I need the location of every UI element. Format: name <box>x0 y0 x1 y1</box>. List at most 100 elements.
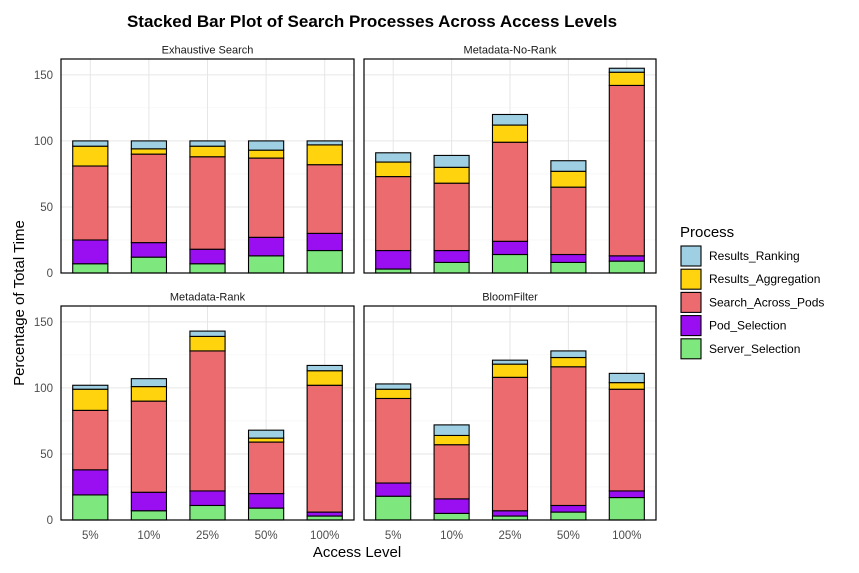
bar-results-ranking-5 <box>375 152 412 163</box>
legend-label-search-across-pods: Search_Across_Pods <box>709 295 824 309</box>
legend-key-results-aggregation <box>680 268 702 290</box>
bar-server-selection-5 <box>72 263 109 274</box>
chart-title: Stacked Bar Plot of Search Processes Acr… <box>127 12 617 31</box>
bar-search-across-pods-5 <box>72 165 109 241</box>
x-tick-label: 100% <box>310 530 339 542</box>
bar-results-aggregation-5 <box>72 145 109 167</box>
facet-label: Metadata-Rank <box>170 292 246 304</box>
bar-results-ranking-25 <box>189 330 226 337</box>
bar-server-selection-50 <box>247 507 285 521</box>
panel-metadata-rank: Metadata-Rank 0 50 100 150 5% 10% 25% 50% 100% <box>34 292 355 542</box>
facet-label: Metadata-No-Rank <box>464 45 557 57</box>
legend-key-pod-selection <box>680 315 702 337</box>
x-tick-label: 5% <box>385 530 402 542</box>
bar-search-across-pods-100 <box>608 84 645 257</box>
y-tick-label: 0 <box>47 268 53 280</box>
bar-server-selection-25 <box>189 504 226 521</box>
bar-results-ranking-50 <box>247 140 285 151</box>
bar-results-aggregation-25 <box>189 145 226 158</box>
facet-panels: Exhaustive Search 0 50 100 150 Metadata-No-Ra… <box>34 45 657 542</box>
bar-results-aggregation-50 <box>550 170 587 188</box>
panel-border <box>60 58 355 274</box>
bar-search-across-pods-10 <box>433 444 470 500</box>
bar-pod-selection-50 <box>247 236 285 257</box>
bar-search-across-pods-10 <box>433 182 470 252</box>
bar-results-aggregation-5 <box>375 388 412 400</box>
bar-search-across-pods-25 <box>491 141 529 242</box>
bar-results-ranking-10 <box>130 378 168 388</box>
bar-pod-selection-5 <box>375 249 412 270</box>
bar-pod-selection-50 <box>550 504 587 513</box>
bar-results-aggregation-100 <box>306 370 343 386</box>
bar-results-ranking-5 <box>72 384 109 390</box>
bar-server-selection-10 <box>130 510 168 521</box>
bar-results-aggregation-10 <box>433 434 470 446</box>
bar-results-aggregation-25 <box>189 335 226 352</box>
legend-label-results-ranking: Results_Ranking <box>709 249 800 263</box>
bar-pod-selection-100 <box>608 255 645 262</box>
x-tick-label: 5% <box>82 530 99 542</box>
y-tick-label: 50 <box>40 449 53 461</box>
bar-results-aggregation-5 <box>375 161 412 178</box>
bar-server-selection-10 <box>130 256 168 274</box>
bar-pod-selection-10 <box>130 242 168 258</box>
bar-server-selection-100 <box>608 496 645 521</box>
bar-server-selection-50 <box>247 255 285 274</box>
panel-bloomfilter: BloomFilter 5% 10% 25% 50% 100% <box>363 292 657 542</box>
bar-server-selection-50 <box>550 511 587 521</box>
bar-search-across-pods-10 <box>130 153 168 244</box>
bar-results-aggregation-50 <box>550 356 587 368</box>
x-tick-label: 50% <box>557 530 580 542</box>
bar-results-aggregation-100 <box>306 144 343 166</box>
bar-results-ranking-5 <box>72 140 109 147</box>
bar-search-across-pods-10 <box>130 400 168 493</box>
x-tick-label: 25% <box>498 530 521 542</box>
bar-pod-selection-5 <box>72 239 109 265</box>
x-tick-label: 100% <box>612 530 641 542</box>
bar-pod-selection-50 <box>247 493 285 509</box>
bar-search-across-pods-50 <box>247 157 285 238</box>
bar-results-aggregation-50 <box>247 437 285 443</box>
y-tick-label: 150 <box>34 70 53 82</box>
facet-label: BloomFilter <box>482 292 538 304</box>
bar-pod-selection-100 <box>306 232 343 252</box>
bar-search-across-pods-25 <box>189 350 226 492</box>
bar-pod-selection-100 <box>306 511 343 517</box>
y-tick-label: 150 <box>34 317 53 329</box>
bar-results-ranking-100 <box>608 67 645 73</box>
y-tick-label: 100 <box>34 383 53 395</box>
x-tick-label: 50% <box>255 530 278 542</box>
x-tick-label: 10% <box>440 530 463 542</box>
legend-key-results-ranking <box>680 245 702 267</box>
x-axis-title: Access Level <box>313 544 401 561</box>
bar-results-ranking-100 <box>306 364 343 372</box>
y-axis-title: Percentage of Total Time <box>11 220 28 386</box>
bar-search-across-pods-50 <box>247 441 285 495</box>
bar-results-ranking-50 <box>550 160 587 172</box>
bar-search-across-pods-5 <box>375 397 412 484</box>
x-tick-label: 25% <box>196 530 219 542</box>
bar-results-aggregation-50 <box>247 149 285 159</box>
bar-results-aggregation-100 <box>608 71 645 86</box>
bar-results-aggregation-10 <box>130 386 168 402</box>
legend-key-server-selection <box>680 338 702 360</box>
bar-results-ranking-25 <box>491 113 529 126</box>
panel-border <box>60 305 355 521</box>
bar-pod-selection-50 <box>550 253 587 263</box>
bar-server-selection-25 <box>189 263 226 274</box>
bar-search-across-pods-100 <box>306 384 343 513</box>
bar-results-ranking-100 <box>306 140 343 146</box>
bar-server-selection-5 <box>72 494 109 521</box>
bar-server-selection-100 <box>608 260 645 274</box>
bar-pod-selection-10 <box>433 498 470 514</box>
bar-pod-selection-25 <box>491 240 529 256</box>
legend-title: Process <box>680 224 734 241</box>
bar-results-ranking-10 <box>130 140 168 150</box>
bar-results-aggregation-25 <box>491 124 529 143</box>
panel-exhaustive-search: Exhaustive Search 0 50 100 150 <box>34 45 355 280</box>
bar-search-across-pods-25 <box>491 376 529 512</box>
bar-pod-selection-100 <box>608 490 645 499</box>
bar-results-aggregation-25 <box>491 363 529 378</box>
bar-server-selection-5 <box>375 495 412 521</box>
bar-results-ranking-5 <box>375 383 412 390</box>
